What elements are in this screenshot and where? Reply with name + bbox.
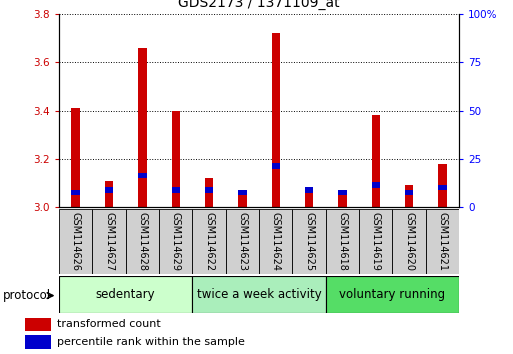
Bar	[371, 115, 380, 207]
Bar	[25, 318, 50, 331]
Bar	[271, 33, 280, 207]
Bar	[59, 209, 92, 274]
Text: transformed count: transformed count	[57, 319, 161, 329]
Bar	[305, 190, 313, 207]
Bar	[205, 187, 213, 193]
Bar	[438, 164, 447, 207]
Bar	[371, 183, 380, 188]
Bar	[171, 111, 180, 207]
Text: GSM114621: GSM114621	[438, 212, 447, 271]
Bar	[438, 185, 447, 190]
Bar	[138, 48, 147, 207]
Bar	[238, 190, 247, 207]
Text: twice a week activity: twice a week activity	[196, 288, 322, 301]
Bar	[326, 276, 459, 313]
Bar	[405, 190, 413, 195]
Bar	[305, 187, 313, 193]
Bar	[338, 193, 347, 207]
Text: GSM114624: GSM114624	[271, 212, 281, 271]
Bar	[292, 209, 326, 274]
Bar	[138, 173, 147, 178]
Bar	[426, 209, 459, 274]
Text: protocol: protocol	[3, 289, 51, 302]
Bar	[25, 335, 50, 349]
Bar	[326, 209, 359, 274]
Text: GSM114618: GSM114618	[338, 212, 347, 271]
Text: GSM114619: GSM114619	[371, 212, 381, 271]
Bar	[238, 190, 247, 195]
Bar	[359, 209, 392, 274]
Bar	[126, 209, 159, 274]
Bar	[226, 209, 259, 274]
Bar	[105, 181, 113, 207]
Bar	[392, 209, 426, 274]
Text: sedentary: sedentary	[96, 288, 155, 301]
Text: GSM114620: GSM114620	[404, 212, 414, 271]
Text: GSM114622: GSM114622	[204, 212, 214, 271]
Bar	[159, 209, 192, 274]
Bar	[205, 178, 213, 207]
Bar	[338, 190, 347, 195]
Bar	[271, 163, 280, 169]
Bar	[71, 108, 80, 207]
Bar	[171, 187, 180, 193]
Bar	[259, 209, 292, 274]
Bar	[71, 190, 80, 195]
Bar	[92, 209, 126, 274]
Bar	[405, 185, 413, 207]
Bar	[192, 209, 226, 274]
Text: GSM114627: GSM114627	[104, 212, 114, 271]
Text: percentile rank within the sample: percentile rank within the sample	[57, 337, 245, 347]
Text: GSM114625: GSM114625	[304, 212, 314, 271]
Text: voluntary running: voluntary running	[340, 288, 445, 301]
Bar	[59, 276, 192, 313]
Text: GSM114629: GSM114629	[171, 212, 181, 271]
Text: GSM114628: GSM114628	[137, 212, 147, 271]
Text: GSM114623: GSM114623	[238, 212, 247, 271]
Bar	[105, 187, 113, 193]
Title: GDS2173 / 1371109_at: GDS2173 / 1371109_at	[178, 0, 340, 10]
Bar	[192, 276, 326, 313]
Text: GSM114626: GSM114626	[71, 212, 81, 271]
